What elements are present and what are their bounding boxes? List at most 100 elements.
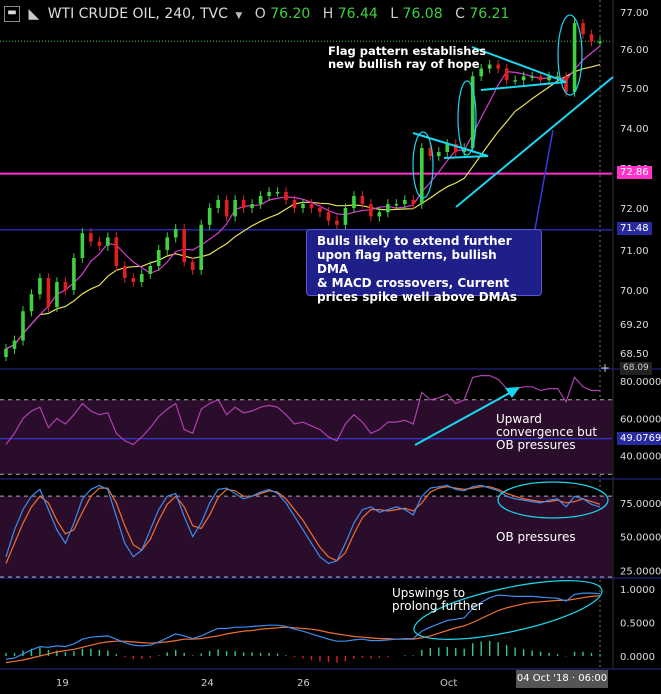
macd-line xyxy=(5,592,601,660)
stoch-band xyxy=(0,496,612,577)
candle-up xyxy=(513,80,517,82)
x-label-26: 26 xyxy=(297,678,310,689)
candle-up xyxy=(470,76,475,148)
candle-down xyxy=(411,200,416,204)
flag-icon: ◣ xyxy=(28,6,40,22)
rsi-note-line-3: OB pressures xyxy=(496,438,576,452)
rsi-tick-label: 60.0000 xyxy=(620,414,661,425)
bulls-line-3: & MACD crossovers, Current xyxy=(317,276,509,290)
magenta-level-tag: 72.86 xyxy=(617,166,652,179)
low-label: L xyxy=(390,6,399,22)
macd-tick-label: 1.0000 xyxy=(620,585,655,596)
bottom-level-tag: 68.09 xyxy=(620,362,652,375)
candle-down xyxy=(496,64,500,69)
high-value: 76.44 xyxy=(337,6,378,22)
price-tick-label: 74.00 xyxy=(620,124,649,135)
candle-up xyxy=(267,192,271,196)
rsi-line xyxy=(5,375,600,446)
chart-legend: ▬ ◣ WTI CRUDE OIL, 240, TVC ▼ O 76.20 H … xyxy=(0,0,615,28)
symbol-dropdown-icon[interactable]: ▼ xyxy=(235,11,243,21)
candle-up xyxy=(479,68,483,77)
collapse-icon[interactable]: ▬ xyxy=(4,6,20,22)
candle-up xyxy=(445,144,450,152)
bulls-annotation-box: Bulls likely to extend further upon flag… xyxy=(306,229,542,304)
candle-down xyxy=(428,148,433,156)
rsi-tick-label: 80.0000 xyxy=(620,377,661,388)
bulls-line-4: prices spike well above DMAs xyxy=(317,290,518,304)
pattern-ellipse-1 xyxy=(412,131,434,199)
candle-up xyxy=(343,208,348,225)
candle-up xyxy=(352,196,356,208)
candle-up xyxy=(12,340,17,349)
trend-line xyxy=(455,76,614,208)
candle-up xyxy=(173,229,178,238)
candle-down xyxy=(564,76,568,92)
candle-up xyxy=(521,76,526,81)
price-tick-label: 69.20 xyxy=(620,320,649,331)
candle-up xyxy=(258,196,263,204)
candle-up xyxy=(233,200,237,217)
candle-down xyxy=(182,229,186,262)
symbol-title[interactable]: WTI CRUDE OIL, 240, TVC xyxy=(47,6,228,22)
flag-pattern-annotation: Flag pattern establishes new bullish ray… xyxy=(328,45,486,71)
bulls-line-2: upon flag patterns, bullish DMA xyxy=(317,248,497,276)
candle-up xyxy=(250,204,254,208)
stoch-tick-label: 75.0000 xyxy=(620,499,661,510)
candle-up xyxy=(403,200,407,204)
flag-pattern-line-2: new bullish ray of hope xyxy=(328,57,480,71)
bulls-line-1: Bulls likely to extend further xyxy=(317,234,512,248)
candle-down xyxy=(335,220,339,225)
candle-up xyxy=(165,237,170,250)
candle-down xyxy=(63,282,68,290)
price-tick-label: 75.00 xyxy=(620,84,649,95)
candle-down xyxy=(46,278,51,307)
candle-up xyxy=(21,311,25,341)
candle-down xyxy=(309,204,314,208)
open-value: 76.20 xyxy=(270,6,311,22)
rsi-band xyxy=(0,399,612,475)
candle-down xyxy=(326,212,331,221)
stoch-k-line xyxy=(5,484,601,565)
stoch-tick-label: 50.0000 xyxy=(620,533,661,544)
candle-up xyxy=(207,208,212,225)
candle-up xyxy=(301,204,305,208)
candle-up xyxy=(377,212,382,217)
stoch-annotation: OB pressures xyxy=(496,530,576,544)
macd-ellipse xyxy=(413,580,603,640)
candle-up xyxy=(38,278,42,295)
flag-outline-2 xyxy=(471,46,567,91)
rsi-arrow-head xyxy=(505,387,520,398)
x-label-24: 24 xyxy=(201,678,214,689)
candle-up xyxy=(4,348,8,357)
candle-up xyxy=(547,76,551,81)
stoch-ellipse xyxy=(497,481,609,519)
price-tick-label: 72.00 xyxy=(620,204,649,215)
rsi-value-tag: 49.0769 xyxy=(617,432,661,445)
candle-up xyxy=(156,250,161,266)
current-date-badge: 04 Oct '18 · 06:00 xyxy=(516,670,608,688)
candle-down xyxy=(360,196,365,204)
candle-up xyxy=(572,23,577,93)
close-label: C xyxy=(455,6,465,22)
candle-down xyxy=(581,23,585,35)
candle-up xyxy=(275,192,280,194)
candle-up xyxy=(487,64,492,69)
candle-up xyxy=(394,204,399,206)
candle-up xyxy=(80,233,85,258)
macd-signal-line xyxy=(5,595,601,664)
blue-level-tag: 71.48 xyxy=(617,222,652,235)
add-level-icon[interactable]: + xyxy=(600,361,611,375)
candle-up xyxy=(106,237,110,246)
low-value: 76.08 xyxy=(402,6,443,22)
candle-up xyxy=(555,76,560,78)
candle-down xyxy=(123,266,127,278)
macd-note-line-1: Upswings to xyxy=(392,586,466,600)
candle-down xyxy=(589,34,594,42)
macd-tick-label: 0.0000 xyxy=(620,652,655,663)
candle-down xyxy=(190,262,195,270)
candle-up xyxy=(139,274,144,282)
candle-down xyxy=(369,204,373,217)
candle-down xyxy=(292,200,297,208)
price-tick-label: 71.00 xyxy=(620,246,649,257)
